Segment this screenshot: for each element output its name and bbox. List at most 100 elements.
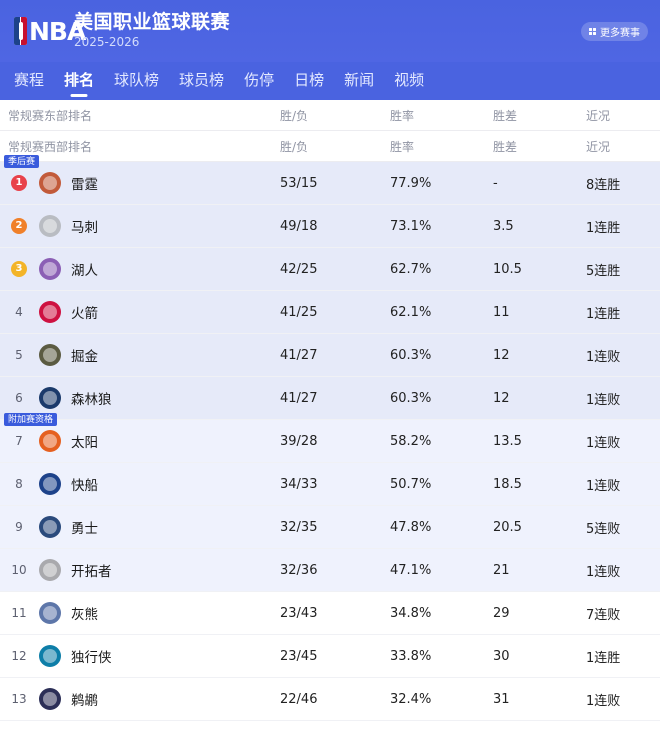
cell-streak: 1连败	[586, 392, 621, 408]
table-row[interactable]: 10 开拓者 32/36 47.1% 21 1连败	[0, 549, 660, 592]
tab-schedule[interactable]: 赛程	[14, 72, 45, 89]
team-name: 森林狼	[71, 392, 112, 407]
team-logo-icon	[39, 172, 61, 194]
cell-games-back: 10.5	[493, 261, 522, 277]
cell-streak: 7连败	[586, 607, 621, 623]
cell-games-back: 20.5	[493, 519, 522, 535]
team-name: 灰熊	[71, 607, 98, 622]
rank-number: 7	[15, 434, 23, 448]
more-events-button[interactable]: 更多赛事	[580, 22, 648, 41]
table-row[interactable]: 季后赛 1 雷霆 53/15 77.9% - 8连胜	[0, 155, 660, 205]
cell-games-back: 13.5	[493, 433, 522, 449]
cell-win-pct: 62.1%	[390, 304, 432, 320]
cell-win-pct: 60.3%	[390, 390, 432, 406]
section-title-east: 常规赛东部排名	[8, 108, 93, 123]
table-row[interactable]: 6 森林狼 41/27 60.3% 12 1连败	[0, 377, 660, 420]
cell-win-loss: 23/43	[280, 605, 318, 621]
more-events-label: 更多赛事	[600, 28, 640, 39]
cell-streak: 1连败	[586, 564, 621, 580]
team-logo-icon	[39, 215, 61, 237]
page-title: 美国职业篮球联赛	[74, 12, 231, 34]
tab-team-rankings[interactable]: 球队榜	[114, 72, 160, 89]
team-name: 独行侠	[71, 650, 112, 665]
team-name: 快船	[71, 478, 98, 493]
table-row[interactable]: 3 湖人 42/25 62.7% 10.5 5连胜	[0, 248, 660, 291]
team-cell: 13 鹈鹕	[0, 688, 280, 710]
team-name: 太阳	[71, 435, 98, 450]
team-logo-icon	[39, 301, 61, 323]
table-row[interactable]: 14爵士20/4829.4%333连败	[0, 721, 660, 729]
tab-news[interactable]: 新闻	[344, 72, 375, 89]
rank-number: 11	[11, 606, 27, 620]
cell-streak: 5连败	[586, 521, 621, 537]
cell-win-pct: 47.8%	[390, 519, 432, 535]
rank-number: 12	[11, 649, 27, 663]
section-header-east[interactable]: 常规赛东部排名 胜/负 胜率 胜差 近况	[0, 100, 660, 131]
team-cell: 7 太阳	[0, 430, 280, 452]
column-header-wl: 胜/负	[280, 139, 309, 154]
brand: NBA 美国职业篮球联赛 2025-2026	[14, 12, 230, 49]
rank-badge: 2	[11, 218, 27, 234]
season-label: 2025-2026	[74, 35, 140, 50]
table-row[interactable]: 4 火箭 41/25 62.1% 11 1连胜	[0, 291, 660, 334]
rank-number: 8	[15, 477, 23, 491]
rank-number: 5	[15, 348, 23, 362]
team-logo-icon	[39, 516, 61, 538]
cell-win-loss: 22/46	[280, 691, 318, 707]
zone-tag: 附加赛资格	[4, 413, 58, 426]
team-name: 开拓者	[71, 564, 112, 579]
cell-win-pct: 47.1%	[390, 562, 432, 578]
section-header-west[interactable]: 常规赛西部排名 胜/负 胜率 胜差 近况	[0, 131, 660, 162]
cell-streak: 5连胜	[586, 263, 621, 279]
team-logo-icon	[39, 602, 61, 624]
zone-tag: 季后赛	[4, 155, 40, 168]
cell-win-loss: 49/18	[280, 218, 318, 234]
cell-win-pct: 34.8%	[390, 605, 432, 621]
team-cell: 5 掘金	[0, 344, 280, 366]
cell-win-loss: 42/25	[280, 261, 318, 277]
table-row[interactable]: 13 鹈鹕 22/46 32.4% 31 1连败	[0, 678, 660, 721]
team-name: 雷霆	[71, 177, 98, 192]
cell-streak: 1连败	[586, 693, 621, 709]
tab-daily[interactable]: 日榜	[294, 72, 325, 89]
team-name: 火箭	[71, 306, 98, 321]
team-cell: 4 火箭	[0, 301, 280, 323]
team-cell: 3 湖人	[0, 258, 280, 280]
cell-games-back: 12	[493, 390, 510, 406]
cell-win-loss: 39/28	[280, 433, 318, 449]
cell-win-pct: 50.7%	[390, 476, 432, 492]
column-header-gb: 胜差	[493, 139, 518, 154]
cell-games-back: 12	[493, 347, 510, 363]
team-logo-icon	[39, 344, 61, 366]
grid-icon	[588, 27, 596, 36]
table-row[interactable]: 9 勇士 32/35 47.8% 20.5 5连败	[0, 506, 660, 549]
tab-player-rankings[interactable]: 球员榜	[179, 72, 225, 89]
team-logo-icon	[39, 258, 61, 280]
table-row[interactable]: 11 灰熊 23/43 34.8% 29 7连败	[0, 592, 660, 635]
title-block: 美国职业篮球联赛 2025-2026	[74, 12, 230, 49]
tab-injuries[interactable]: 伤停	[244, 72, 275, 89]
table-row[interactable]: 5 掘金 41/27 60.3% 12 1连败	[0, 334, 660, 377]
column-header-wl: 胜/负	[280, 108, 309, 123]
cell-games-back: 21	[493, 562, 510, 578]
cell-win-loss: 53/15	[280, 175, 318, 191]
cell-games-back: 11	[493, 304, 510, 320]
table-row[interactable]: 2 马刺 49/18 73.1% 3.5 1连胜	[0, 205, 660, 248]
column-header-streak: 近况	[586, 139, 611, 154]
tab-standings[interactable]: 排名	[64, 62, 94, 100]
table-row[interactable]: 12 独行侠 23/45 33.8% 30 1连胜	[0, 635, 660, 678]
cell-win-pct: 33.8%	[390, 648, 432, 664]
cell-games-back: 18.5	[493, 476, 522, 492]
team-cell: 10 开拓者	[0, 559, 280, 581]
tab-video[interactable]: 视频	[394, 72, 425, 89]
cell-games-back: 30	[493, 648, 510, 664]
cell-win-pct: 60.3%	[390, 347, 432, 363]
table-row[interactable]: 附加赛资格 7 太阳 39/28 58.2% 13.5 1连败	[0, 413, 660, 463]
nba-logo-text: NBA	[29, 16, 86, 46]
team-logo-icon	[39, 387, 61, 409]
cell-streak: 1连败	[586, 478, 621, 494]
cell-streak: 1连胜	[586, 650, 621, 666]
table-row[interactable]: 8 快船 34/33 50.7% 18.5 1连败	[0, 463, 660, 506]
nav-tabs: 赛程 排名 球队榜 球员榜 伤停 日榜 新闻 视频	[0, 62, 660, 100]
cell-win-loss: 41/27	[280, 390, 318, 406]
